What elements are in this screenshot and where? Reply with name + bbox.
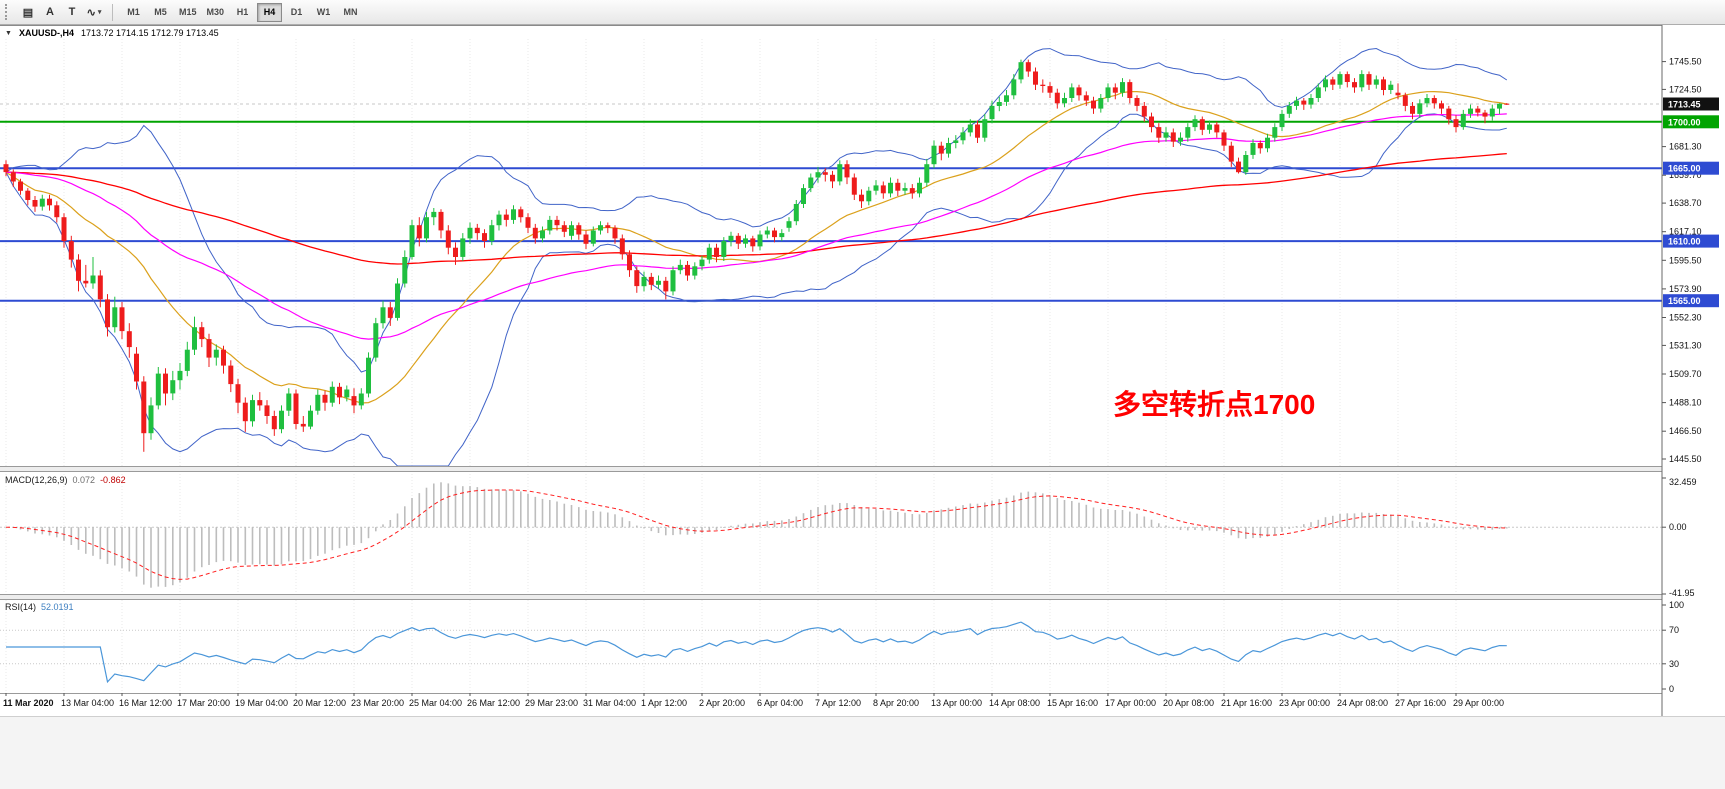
svg-text:1509.70: 1509.70 <box>1669 369 1702 379</box>
drawing-tools-group: ▤ A T ∿ ▾ <box>17 2 105 22</box>
timeframe-button-mn[interactable]: MN <box>338 3 363 22</box>
svg-text:0: 0 <box>1669 684 1674 694</box>
price-axis: 1745.50 1724.50 1681.30 1659.70 1638.70 1617.… <box>1661 25 1725 716</box>
svg-text:1466.50: 1466.50 <box>1669 426 1702 436</box>
timeframe-button-m30[interactable]: M30 <box>203 3 229 22</box>
rsi-value: 52.0191 <box>41 602 74 612</box>
macd-panel-canvas <box>0 482 1662 588</box>
polyline-tool-icon[interactable]: ∿ ▾ <box>83 2 105 22</box>
svg-text:25 Mar 04:00: 25 Mar 04:00 <box>409 698 462 708</box>
chart-symbol-label: XAUUSD-,H4 <box>18 28 74 38</box>
svg-text:26 Mar 12:00: 26 Mar 12:00 <box>467 698 520 708</box>
candlestick-chart-canvas[interactable]: 1745.50 1724.50 1681.30 1659.70 1638.70 1617.… <box>0 25 1725 716</box>
svg-text:20 Mar 12:00: 20 Mar 12:00 <box>293 698 346 708</box>
svg-text:17 Apr 00:00: 17 Apr 00:00 <box>1105 698 1156 708</box>
svg-text:1488.10: 1488.10 <box>1669 398 1702 408</box>
svg-text:11 Mar 2020: 11 Mar 2020 <box>3 698 54 708</box>
timeframe-button-h4[interactable]: H4 <box>257 2 283 22</box>
svg-text:2 Apr 20:00: 2 Apr 20:00 <box>699 698 745 708</box>
svg-text:1745.50: 1745.50 <box>1669 57 1702 67</box>
candles-layer <box>3 59 1510 452</box>
svg-text:29 Apr 00:00: 29 Apr 00:00 <box>1453 698 1504 708</box>
svg-text:21 Apr 16:00: 21 Apr 16:00 <box>1221 698 1272 708</box>
svg-text:8 Apr 20:00: 8 Apr 20:00 <box>873 698 919 708</box>
svg-text:7 Apr 12:00: 7 Apr 12:00 <box>815 698 861 708</box>
price-annotation-text[interactable]: 多空转折点1700 <box>1113 389 1316 420</box>
svg-text:1724.50: 1724.50 <box>1669 84 1702 94</box>
symbol-dropdown-icon[interactable]: ▼ <box>5 29 12 37</box>
arrow-pointer-tool-icon[interactable]: A <box>39 2 61 22</box>
svg-text:30: 30 <box>1669 659 1679 669</box>
svg-text:6 Apr 04:00: 6 Apr 04:00 <box>757 698 803 708</box>
status-area <box>0 716 1725 789</box>
bollinger-bands-lines <box>5 47 1508 467</box>
svg-text:13 Apr 00:00: 13 Apr 00:00 <box>931 698 982 708</box>
svg-text:29 Mar 23:00: 29 Mar 23:00 <box>525 698 578 708</box>
macd-indicator-label: MACD(12,26,9) <box>5 475 68 485</box>
moving-average-lines <box>5 113 1507 340</box>
timeframe-button-m15[interactable]: M15 <box>175 3 201 22</box>
svg-text:32.459: 32.459 <box>1669 477 1697 487</box>
svg-text:15 Apr 16:00: 15 Apr 16:00 <box>1047 698 1098 708</box>
svg-text:1659.70: 1659.70 <box>1669 170 1702 180</box>
svg-text:23 Apr 00:00: 23 Apr 00:00 <box>1279 698 1330 708</box>
timeframe-toolbar: M1 M5 M15 M30 H1 H4 D1 W1 MN <box>120 2 364 22</box>
svg-text:1 Apr 12:00: 1 Apr 12:00 <box>641 698 687 708</box>
svg-text:0.00: 0.00 <box>1669 522 1687 532</box>
text-cursor-tool-icon[interactable]: T <box>61 2 83 22</box>
svg-text:1552.30: 1552.30 <box>1669 313 1702 323</box>
timeframe-button-w1[interactable]: W1 <box>311 3 336 22</box>
svg-text:100: 100 <box>1669 600 1684 610</box>
dropdown-caret-icon[interactable]: ▾ <box>97 9 102 16</box>
toolbar-grip[interactable] <box>5 4 11 20</box>
toolbar-separator <box>112 3 113 21</box>
timeframe-button-d1[interactable]: D1 <box>284 3 309 22</box>
timeframe-button-h1[interactable]: H1 <box>230 3 255 22</box>
toolbar: ▤ A T ∿ ▾ M1 M5 M15 M30 H1 H4 D1 W1 MN <box>0 0 1725 25</box>
svg-text:1681.30: 1681.30 <box>1669 142 1702 152</box>
macd-value-main: 0.072 <box>72 475 96 485</box>
timeframe-button-m5[interactable]: M5 <box>148 3 173 22</box>
chart-window[interactable]: 1745.50 1724.50 1681.30 1659.70 1638.70 1617.… <box>0 25 1725 716</box>
svg-text:1665.00: 1665.00 <box>1668 164 1701 174</box>
svg-text:1617.10: 1617.10 <box>1669 227 1702 237</box>
macd-panel-header: MACD(12,26,9) 0.072 -0.862 <box>5 475 126 485</box>
svg-text:19 Mar 04:00: 19 Mar 04:00 <box>235 698 288 708</box>
svg-text:16 Mar 12:00: 16 Mar 12:00 <box>119 698 172 708</box>
rsi-panel-header: RSI(14) 52.0191 <box>5 602 74 612</box>
svg-text:1565.00: 1565.00 <box>1668 296 1701 306</box>
svg-text:70: 70 <box>1669 625 1679 635</box>
svg-text:17 Mar 20:00: 17 Mar 20:00 <box>177 698 230 708</box>
svg-text:27 Apr 16:00: 27 Apr 16:00 <box>1395 698 1446 708</box>
rsi-panel-canvas <box>0 621 1662 684</box>
svg-text:1445.50: 1445.50 <box>1669 454 1702 464</box>
svg-text:1531.30: 1531.30 <box>1669 340 1702 350</box>
macd-value-signal: -0.862 <box>100 475 126 485</box>
svg-text:1595.50: 1595.50 <box>1669 255 1702 265</box>
svg-text:20 Apr 08:00: 20 Apr 08:00 <box>1163 698 1214 708</box>
svg-text:23 Mar 20:00: 23 Mar 20:00 <box>351 698 404 708</box>
svg-text:1713.45: 1713.45 <box>1668 100 1701 110</box>
svg-text:14 Apr 08:00: 14 Apr 08:00 <box>989 698 1040 708</box>
svg-text:1573.90: 1573.90 <box>1669 284 1702 294</box>
svg-text:1700.00: 1700.00 <box>1668 117 1701 127</box>
svg-text:1610.00: 1610.00 <box>1668 237 1701 247</box>
chart-grid-tool-icon[interactable]: ▤ <box>17 2 39 22</box>
timeframe-button-m1[interactable]: M1 <box>121 3 146 22</box>
time-axis: 11 Mar 2020 13 Mar 04:00 16 Mar 12:00 17 Ma… <box>3 693 1504 708</box>
svg-text:1638.70: 1638.70 <box>1669 198 1702 208</box>
svg-text:24 Apr 08:00: 24 Apr 08:00 <box>1337 698 1388 708</box>
svg-text:-41.95: -41.95 <box>1669 588 1695 598</box>
svg-text:31 Mar 04:00: 31 Mar 04:00 <box>583 698 636 708</box>
chart-symbol-ohlc-header: ▼ XAUUSD-,H4 1713.72 1714.15 1712.79 171… <box>5 28 219 38</box>
chart-ohlc-values: 1713.72 1714.15 1712.79 1713.45 <box>80 28 219 38</box>
svg-text:13 Mar 04:00: 13 Mar 04:00 <box>61 698 114 708</box>
rsi-indicator-label: RSI(14) <box>5 602 37 612</box>
